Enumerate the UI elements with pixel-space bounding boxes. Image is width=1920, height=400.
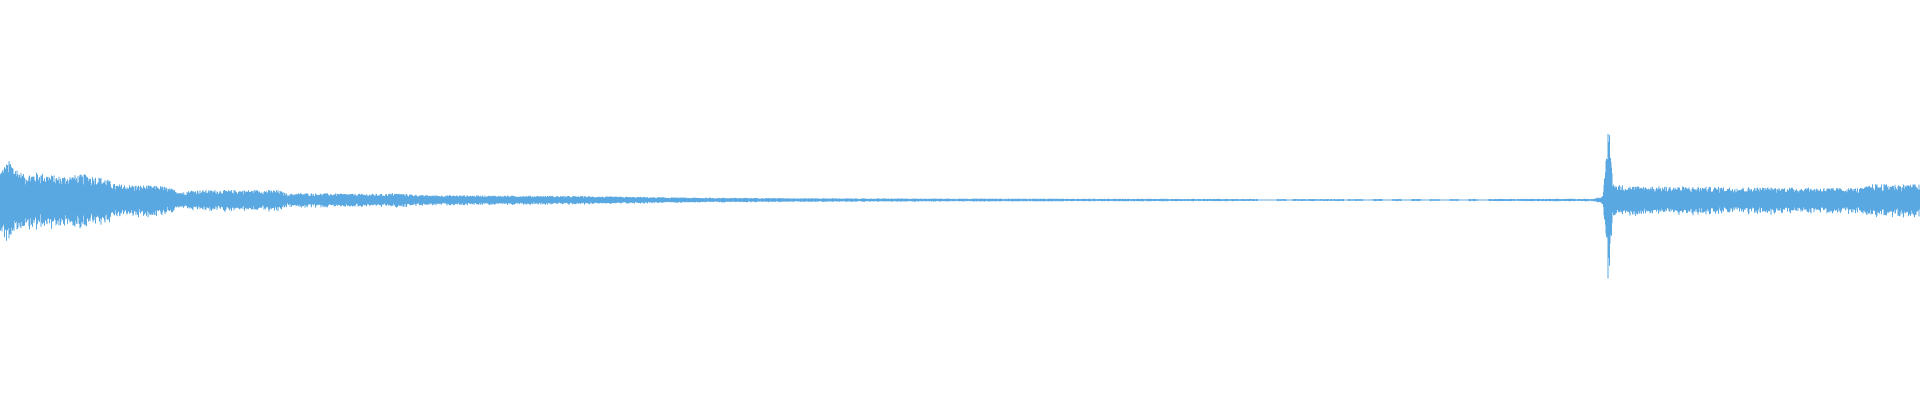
waveform-path bbox=[0, 133, 1920, 279]
